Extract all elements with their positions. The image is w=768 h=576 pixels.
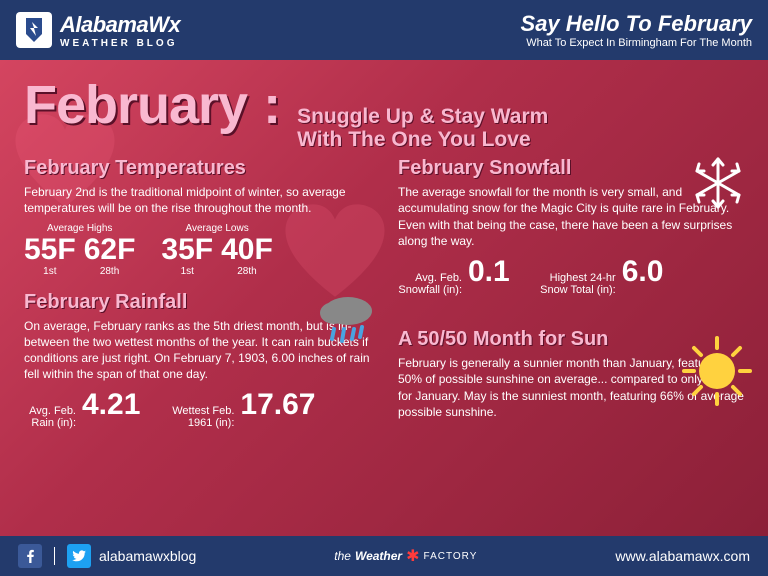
snow-avg-val: 0.1 [468, 255, 510, 289]
infographic: AlabamaWx WEATHER BLOG Say Hello To Febr… [0, 0, 768, 576]
footer-center: the Weather ✱ FACTORY [334, 546, 477, 566]
temps-title: February Temperatures [24, 157, 370, 180]
star-icon: ✱ [406, 546, 419, 566]
rain-stats: Avg. Feb. Rain (in): 4.21 Wettest Feb. 1… [24, 388, 370, 429]
low-28th: 40F 28th [221, 235, 273, 277]
temps-body: February 2nd is the traditional midpoint… [24, 184, 370, 216]
highs-label: Average Highs [47, 223, 112, 234]
lows-label: Average Lows [186, 223, 249, 234]
title-row: February: Snuggle Up & Stay Warm With Th… [24, 74, 744, 151]
footer-url: www.alabamawx.com [615, 548, 750, 564]
low1-sub: 1st [181, 266, 194, 277]
header-right: Say Hello To February What To Expect In … [521, 11, 752, 49]
rain-avg: Avg. Feb. Rain (in): 4.21 [24, 388, 140, 429]
temperatures-section: February Temperatures February 2nd is th… [24, 157, 370, 276]
rain-wet-label: Wettest Feb. 1961 (in): [166, 405, 234, 429]
snow-avg: Avg. Feb. Snowfall (in): 0.1 [398, 255, 510, 296]
header-subtitle: What To Expect In Birmingham For The Mon… [521, 37, 752, 49]
sun-icon [680, 334, 754, 408]
low-1st: 35F 1st [161, 235, 213, 277]
snow-stats: Avg. Feb. Snowfall (in): 0.1 Highest 24-… [398, 255, 744, 296]
divider [54, 547, 55, 565]
rain-avg-label: Avg. Feb. Rain (in): [24, 405, 76, 429]
sunshine-section: A 50/50 Month for Sun February is genera… [398, 328, 744, 420]
wf-the: the [334, 549, 351, 563]
snowfall-section: February Snowfall The average snowfall f… [398, 157, 744, 296]
logo-text: AlabamaWx WEATHER BLOG [60, 12, 180, 49]
social-handle: alabamawxblog [99, 548, 196, 564]
snowflake-icon [688, 153, 748, 213]
colon: : [263, 74, 281, 136]
footer: alabamawxblog the Weather ✱ FACTORY www.… [0, 536, 768, 576]
high2-val: 62F [84, 235, 136, 265]
left-column: February Temperatures February 2nd is th… [24, 157, 370, 526]
snow-hi-val: 6.0 [622, 255, 664, 289]
high-28th: 62F 28th [84, 235, 136, 277]
columns: February Temperatures February 2nd is th… [24, 157, 744, 526]
tagline: Snuggle Up & Stay Warm With The One You … [297, 105, 548, 151]
tagline-line2: With The One You Love [297, 128, 548, 151]
right-column: February Snowfall The average snowfall f… [398, 157, 744, 526]
main-content: February: Snuggle Up & Stay Warm With Th… [0, 60, 768, 536]
logo-sub: WEATHER BLOG [60, 38, 180, 49]
snow-hi-label: Highest 24-hr Snow Total (in): [536, 272, 616, 296]
wf-factory: FACTORY [424, 551, 478, 562]
rain-wettest: Wettest Feb. 1961 (in): 17.67 [166, 388, 315, 429]
high1-sub: 1st [43, 266, 56, 277]
facebook-icon [18, 544, 42, 568]
tagline-line1: Snuggle Up & Stay Warm [297, 105, 548, 128]
header: AlabamaWx WEATHER BLOG Say Hello To Febr… [0, 0, 768, 60]
low1-val: 35F [161, 235, 213, 265]
temps-stats: Average Highs 55F 1st 62F 28th [24, 223, 370, 277]
cloud-rain-icon [314, 291, 378, 347]
high2-sub: 28th [100, 266, 119, 277]
twitter-icon [67, 544, 91, 568]
snow-avg-label: Avg. Feb. Snowfall (in): [398, 272, 462, 296]
snow-hi: Highest 24-hr Snow Total (in): 6.0 [536, 255, 664, 296]
logo-block: AlabamaWx WEATHER BLOG [16, 12, 180, 49]
wf-weather: Weather [355, 549, 402, 563]
high-1st: 55F 1st [24, 235, 76, 277]
rainfall-section: February Rainfall On average, February r… [24, 291, 370, 430]
month-title: February [24, 74, 247, 136]
logo-icon [16, 12, 52, 48]
rain-avg-val: 4.21 [82, 388, 140, 422]
low2-val: 40F [221, 235, 273, 265]
logo-main: AlabamaWx [60, 12, 180, 38]
high1-val: 55F [24, 235, 76, 265]
footer-left: alabamawxblog [18, 544, 196, 568]
low2-sub: 28th [237, 266, 256, 277]
rain-wet-val: 17.67 [240, 388, 315, 422]
header-title: Say Hello To February [521, 11, 752, 37]
